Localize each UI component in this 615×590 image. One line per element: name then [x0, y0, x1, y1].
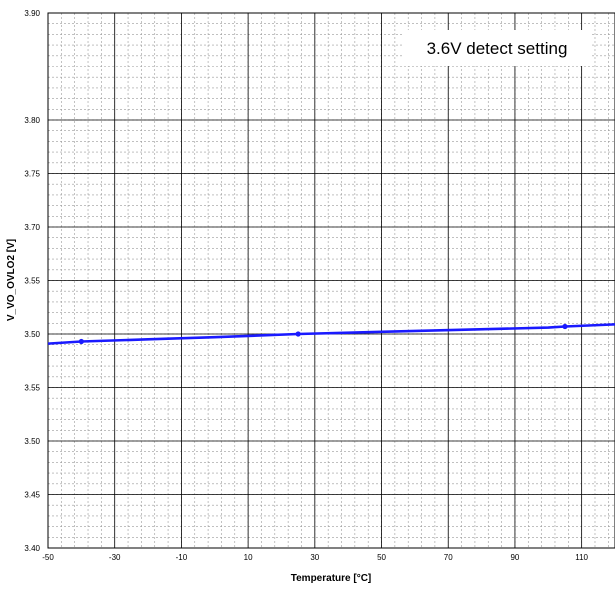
- series-group: [47, 323, 615, 345]
- y-tick-label: 3.55: [24, 384, 40, 393]
- y-tick-label: 3.80: [24, 116, 40, 125]
- plot-frame: [47, 12, 615, 549]
- x-tick-label: 70: [444, 553, 453, 562]
- y-axis-ticks: 3.40 3.45 3.50 3.55 3.50 3.55 3.70 3.75 3.80 3.90: [24, 9, 40, 553]
- x-tick-label: 30: [310, 553, 319, 562]
- data-point: [295, 331, 301, 337]
- minor-grid: [47, 12, 615, 549]
- x-tick-label: 110: [575, 553, 588, 562]
- x-tick-label: -50: [42, 553, 54, 562]
- x-tick-label: 90: [510, 553, 519, 562]
- y-tick-label: 3.90: [24, 9, 40, 18]
- x-tick-label: 10: [244, 553, 253, 562]
- x-tick-label: 50: [377, 553, 386, 562]
- series-line: [47, 323, 615, 345]
- y-tick-label: 3.45: [24, 491, 40, 500]
- y-tick-label: 3.55: [24, 277, 40, 286]
- data-point: [562, 323, 568, 330]
- x-tick-label: -10: [176, 553, 188, 562]
- annotation-text: 3.6V detect setting: [427, 39, 568, 58]
- y-tick-label: 3.40: [24, 544, 40, 553]
- y-axis-title: V_VO_OVLO2 [V]: [6, 239, 17, 321]
- y-tick-label: 3.50: [24, 330, 40, 339]
- data-point: [78, 338, 84, 345]
- x-axis-ticks: -50 -30 -10 10 30 50 70 90 110: [42, 553, 588, 562]
- major-grid: [47, 12, 615, 549]
- annotation-box: 3.6V detect setting: [403, 30, 591, 66]
- y-tick-label: 3.50: [24, 437, 40, 446]
- y-tick-label: 3.75: [24, 170, 40, 179]
- x-axis-title: Temperature [°C]: [291, 573, 372, 584]
- x-tick-label: -30: [109, 553, 121, 562]
- y-tick-label: 3.70: [24, 223, 40, 232]
